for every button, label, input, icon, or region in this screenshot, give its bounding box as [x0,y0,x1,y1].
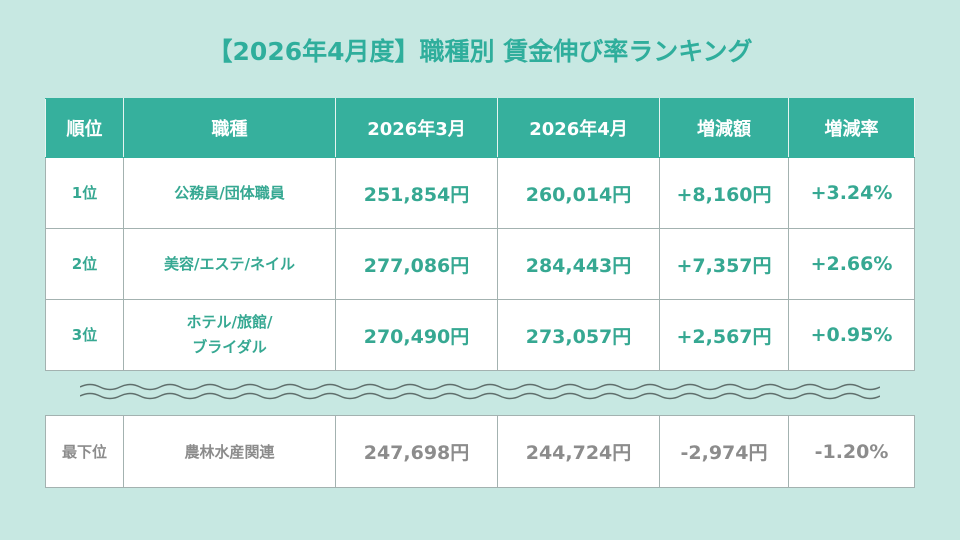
rate-cell: +2.66% [788,228,915,300]
rank-cell: 2位 [45,228,124,300]
april-wage-cell: 284,443円 [497,228,660,300]
rank-cell: 1位 [45,157,124,229]
diff-cell: +8,160円 [659,157,789,229]
lowest-rank-table: 最下位 農林水産関連 247,698円 244,724円 -2,974円 -1.… [45,415,915,488]
rate-cell: -1.20% [788,415,915,488]
job-line-2: ブライダル [192,338,267,356]
job-cell: 美容/エステ/ネイル [123,228,336,300]
header-rank: 順位 [45,98,124,158]
rate-cell: +3.24% [788,157,915,229]
job-line-1: ホテル/旅館/ [186,313,273,331]
header-rate: 増減率 [788,98,915,158]
job-cell: ホテル/旅館/ ブライダル [123,299,336,371]
job-cell: 農林水産関連 [123,415,336,488]
table-row: 3位 ホテル/旅館/ ブライダル 270,490円 273,057円 +2,56… [45,299,915,371]
april-wage-cell: 260,014円 [497,157,660,229]
header-april: 2026年4月 [497,98,660,158]
april-wage-cell: 244,724円 [497,415,660,488]
header-march: 2026年3月 [335,98,498,158]
rank-cell: 最下位 [45,415,124,488]
page-title: 【2026年4月度】職種別 賃金伸び率ランキング [207,37,753,66]
diff-cell: -2,974円 [659,415,789,488]
march-wage-cell: 247,698円 [335,415,498,488]
rank-cell: 3位 [45,299,124,371]
header-diff: 増減額 [659,98,789,158]
april-wage-cell: 273,057円 [497,299,660,371]
table-row: 1位 公務員/団体職員 251,854円 260,014円 +8,160円 +3… [45,157,915,229]
march-wage-cell: 277,086円 [335,228,498,300]
table-row: 最下位 農林水産関連 247,698円 244,724円 -2,974円 -1.… [45,415,915,488]
job-cell: 公務員/団体職員 [123,157,336,229]
diff-cell: +2,567円 [659,299,789,371]
wave-divider [80,383,880,400]
table-row: 2位 美容/エステ/ネイル 277,086円 284,443円 +7,357円 … [45,228,915,300]
march-wage-cell: 251,854円 [335,157,498,229]
table-header-row: 順位 職種 2026年3月 2026年4月 増減額 増減率 [45,98,915,158]
ranking-table: 順位 職種 2026年3月 2026年4月 増減額 増減率 1位 公務員/団体職… [45,98,915,371]
march-wage-cell: 270,490円 [335,299,498,371]
header-job: 職種 [123,98,336,158]
diff-cell: +7,357円 [659,228,789,300]
rate-cell: +0.95% [788,299,915,371]
